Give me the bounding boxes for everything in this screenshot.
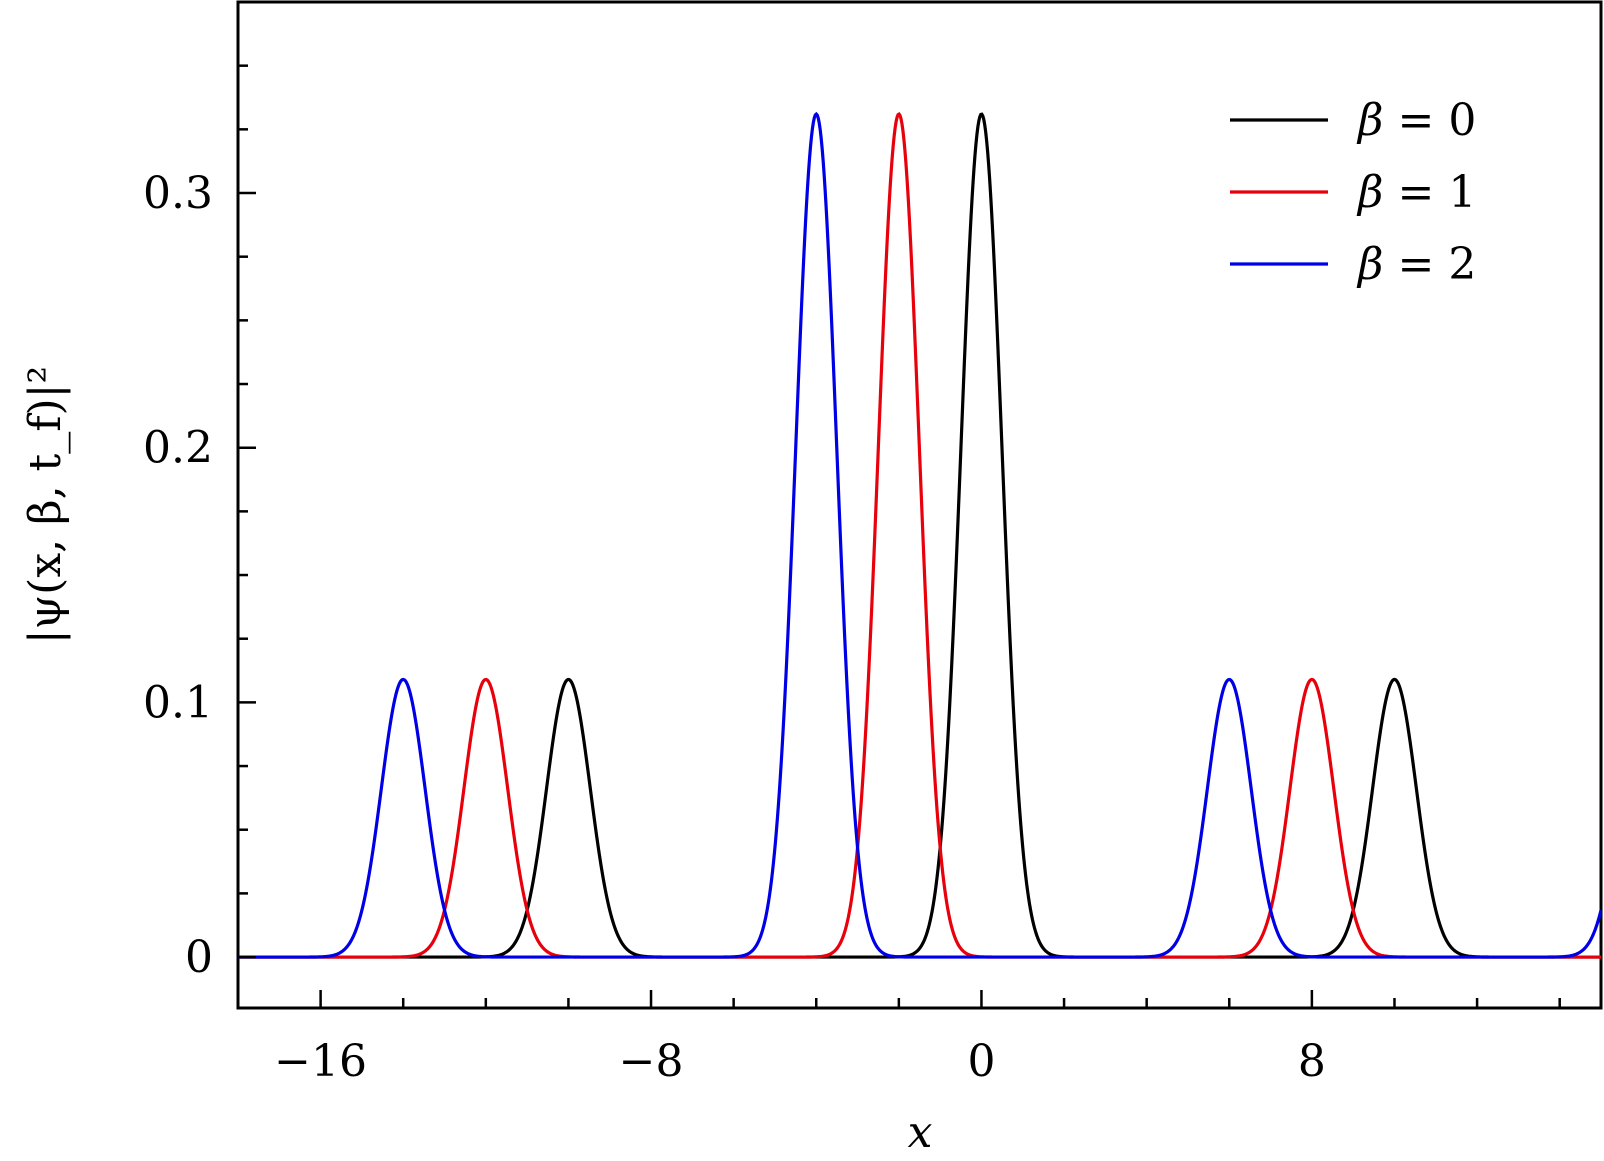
y-axis-ticks: 0 0.1 0.2 0.3 (143, 64, 256, 983)
chart-series-group (238, 111, 1601, 959)
legend-label-0: β = 0 (1356, 95, 1476, 146)
legend-label-1: β = 1 (1356, 167, 1476, 218)
y-tick-label: 0.3 (143, 168, 213, 219)
y-axis-label: |ψ(x, β, t_f)|² (20, 366, 71, 644)
series-line-0 (238, 112, 1601, 959)
y-tick-label: 0.1 (143, 677, 213, 728)
x-tick-label: 0 (967, 1036, 995, 1087)
legend: β = 0 β = 1 β = 2 (1230, 95, 1476, 290)
y-tick-label: 0.2 (143, 423, 213, 474)
x-axis-label: x (908, 1107, 933, 1158)
series-line-1 (238, 112, 1601, 959)
legend-label-2: β = 2 (1356, 239, 1476, 290)
x-tick-label: 8 (1298, 1036, 1326, 1087)
series-line-2 (238, 111, 1601, 959)
y-tick-label: 0 (185, 932, 213, 983)
x-axis-ticks: −16 −8 0 8 (236, 990, 1561, 1087)
x-tick-label: −8 (619, 1036, 684, 1087)
plot-frame (236, 0, 1603, 1010)
x-tick-label: −16 (274, 1036, 367, 1087)
